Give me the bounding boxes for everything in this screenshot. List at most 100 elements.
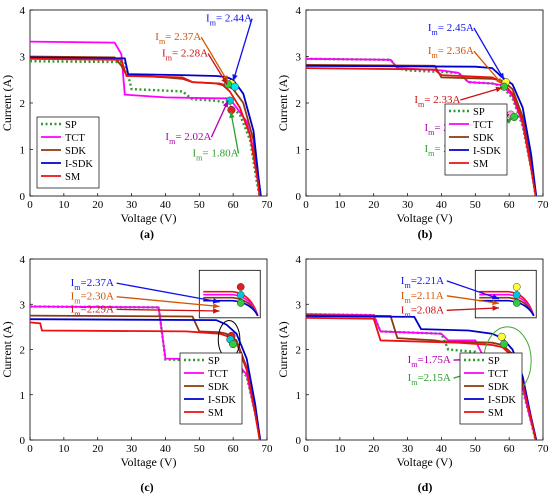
arrow-head: [229, 111, 235, 119]
chart-panel: 0 10 20 30 40 50 60 70 0 1 2 3 4 Voltage (V) Current (…: [276, 5, 549, 241]
y-tick-label: 0: [296, 435, 302, 447]
x-tick-label: 20: [368, 443, 380, 455]
mpp-marker: [500, 340, 509, 349]
y-tick-label: 2: [20, 345, 26, 357]
x-axis-label: Voltage (V): [396, 211, 452, 225]
panel-label: (d): [418, 480, 433, 494]
x-tick-label: 30: [126, 443, 138, 455]
legend-label: SDK: [488, 382, 509, 393]
annotation-label: Im= 2.02A: [165, 131, 211, 146]
annotation-label: Im= 2.28A: [162, 48, 208, 63]
legend-label: SP: [473, 107, 485, 118]
panel-label: (a): [140, 227, 154, 241]
chart-panel: 0 10 20 30 40 50 60 70 0 1 2 3 4 Voltage (V) Current (…: [0, 254, 273, 494]
chart-panel: 0 10 20 30 40 50 60 70 0 1 2 3 4 Voltage (V) Current (…: [0, 5, 273, 241]
annotation-label: Im=1.75A: [408, 354, 451, 369]
annotation-arrow: [200, 36, 229, 83]
legend-label: SP: [208, 356, 220, 367]
arrow-head: [212, 298, 220, 304]
y-axis-label: Current (A): [0, 75, 14, 131]
annotation-label: Im=2.15A: [408, 372, 451, 387]
annotation-arrow: [116, 282, 220, 303]
y-tick-label: 4: [20, 254, 26, 266]
x-tick-label: 40: [436, 199, 448, 211]
x-tick-label: 40: [436, 443, 448, 455]
x-tick-label: 0: [303, 443, 309, 455]
arrow-head: [505, 117, 513, 124]
zoom-marker: [236, 291, 245, 299]
annotation-label: Im= 2.36A: [428, 45, 474, 60]
x-tick-label: 50: [470, 199, 482, 211]
zoom-marker: [236, 283, 245, 291]
annotation-arrow: [230, 111, 240, 154]
zoom-curve: [203, 299, 259, 317]
x-tick-label: 70: [538, 199, 550, 211]
x-tick-label: 50: [194, 199, 206, 211]
series-line: [305, 316, 537, 441]
mpp-marker: [510, 112, 519, 121]
legend-label: TCT: [65, 133, 85, 144]
annotation-label: Im= 2.37A: [155, 31, 201, 46]
y-tick-label: 0: [20, 191, 26, 203]
annotation-label: Im= 2.44A: [206, 13, 252, 28]
annotation-label: Im= 2.45A: [428, 22, 474, 37]
x-tick-label: 30: [402, 199, 414, 211]
legend-label: TCT: [488, 369, 508, 380]
x-tick-label: 30: [126, 199, 138, 211]
zoom-curve: [479, 299, 535, 317]
x-tick-label: 40: [160, 199, 172, 211]
x-tick-label: 70: [538, 443, 550, 455]
legend-label: SDK: [65, 146, 86, 157]
annotation-label: Im= 2.33A: [414, 94, 460, 109]
y-tick-label: 4: [296, 5, 302, 17]
series-line: [29, 318, 262, 441]
y-axis-label: Current (A): [0, 321, 14, 377]
legend-label: SDK: [473, 133, 494, 144]
arrow-head: [221, 77, 228, 85]
y-tick-label: 4: [296, 254, 302, 266]
x-tick-label: 60: [504, 199, 516, 211]
y-tick-label: 1: [20, 145, 26, 157]
zoom-marker: [512, 283, 521, 291]
annotation-label: Im=2.21A: [401, 275, 444, 290]
x-tick-label: 10: [334, 443, 346, 455]
arrow-head: [492, 294, 499, 300]
annotation-arrow: [473, 27, 505, 81]
x-tick-label: 40: [160, 443, 172, 455]
x-axis-label: Voltage (V): [120, 211, 176, 225]
x-tick-label: 10: [334, 199, 346, 211]
zoom-marker: [512, 299, 521, 307]
mpp-marker: [500, 82, 509, 91]
mpp-marker: [230, 82, 239, 91]
panel-label: (b): [418, 227, 433, 241]
legend-label: SM: [65, 172, 81, 183]
legend-label: TCT: [473, 120, 493, 131]
y-tick-label: 0: [296, 191, 302, 203]
x-tick-label: 10: [58, 443, 70, 455]
arrow-head: [232, 74, 238, 82]
annotation-arrow: [460, 87, 503, 101]
legend-label: SP: [488, 356, 500, 367]
series-line: [29, 40, 262, 197]
x-tick-label: 60: [228, 443, 240, 455]
y-axis-label: Current (A): [276, 321, 290, 377]
x-tick-label: 70: [262, 443, 274, 455]
arrow-head: [212, 303, 220, 309]
series-line: [305, 315, 538, 441]
arrow-head: [222, 100, 229, 108]
y-tick-label: 2: [20, 98, 26, 110]
legend-label: SP: [65, 120, 77, 131]
annotation-arrow: [446, 280, 500, 300]
x-tick-label: 20: [368, 199, 380, 211]
legend-label: SDK: [208, 382, 229, 393]
y-tick-label: 2: [296, 98, 302, 110]
y-tick-label: 3: [20, 299, 26, 311]
series-line: [29, 321, 261, 441]
legend-label: I-SDK: [488, 395, 516, 406]
x-tick-label: 70: [262, 199, 274, 211]
series-line: [29, 57, 261, 197]
annotation-label: Im=2.08A: [401, 304, 444, 319]
chart-panel: 0 10 20 30 40 50 60 70 0 1 2 3 4 Voltage (V) Current (…: [276, 254, 549, 494]
y-tick-label: 1: [296, 390, 302, 402]
mpp-marker: [229, 340, 238, 349]
